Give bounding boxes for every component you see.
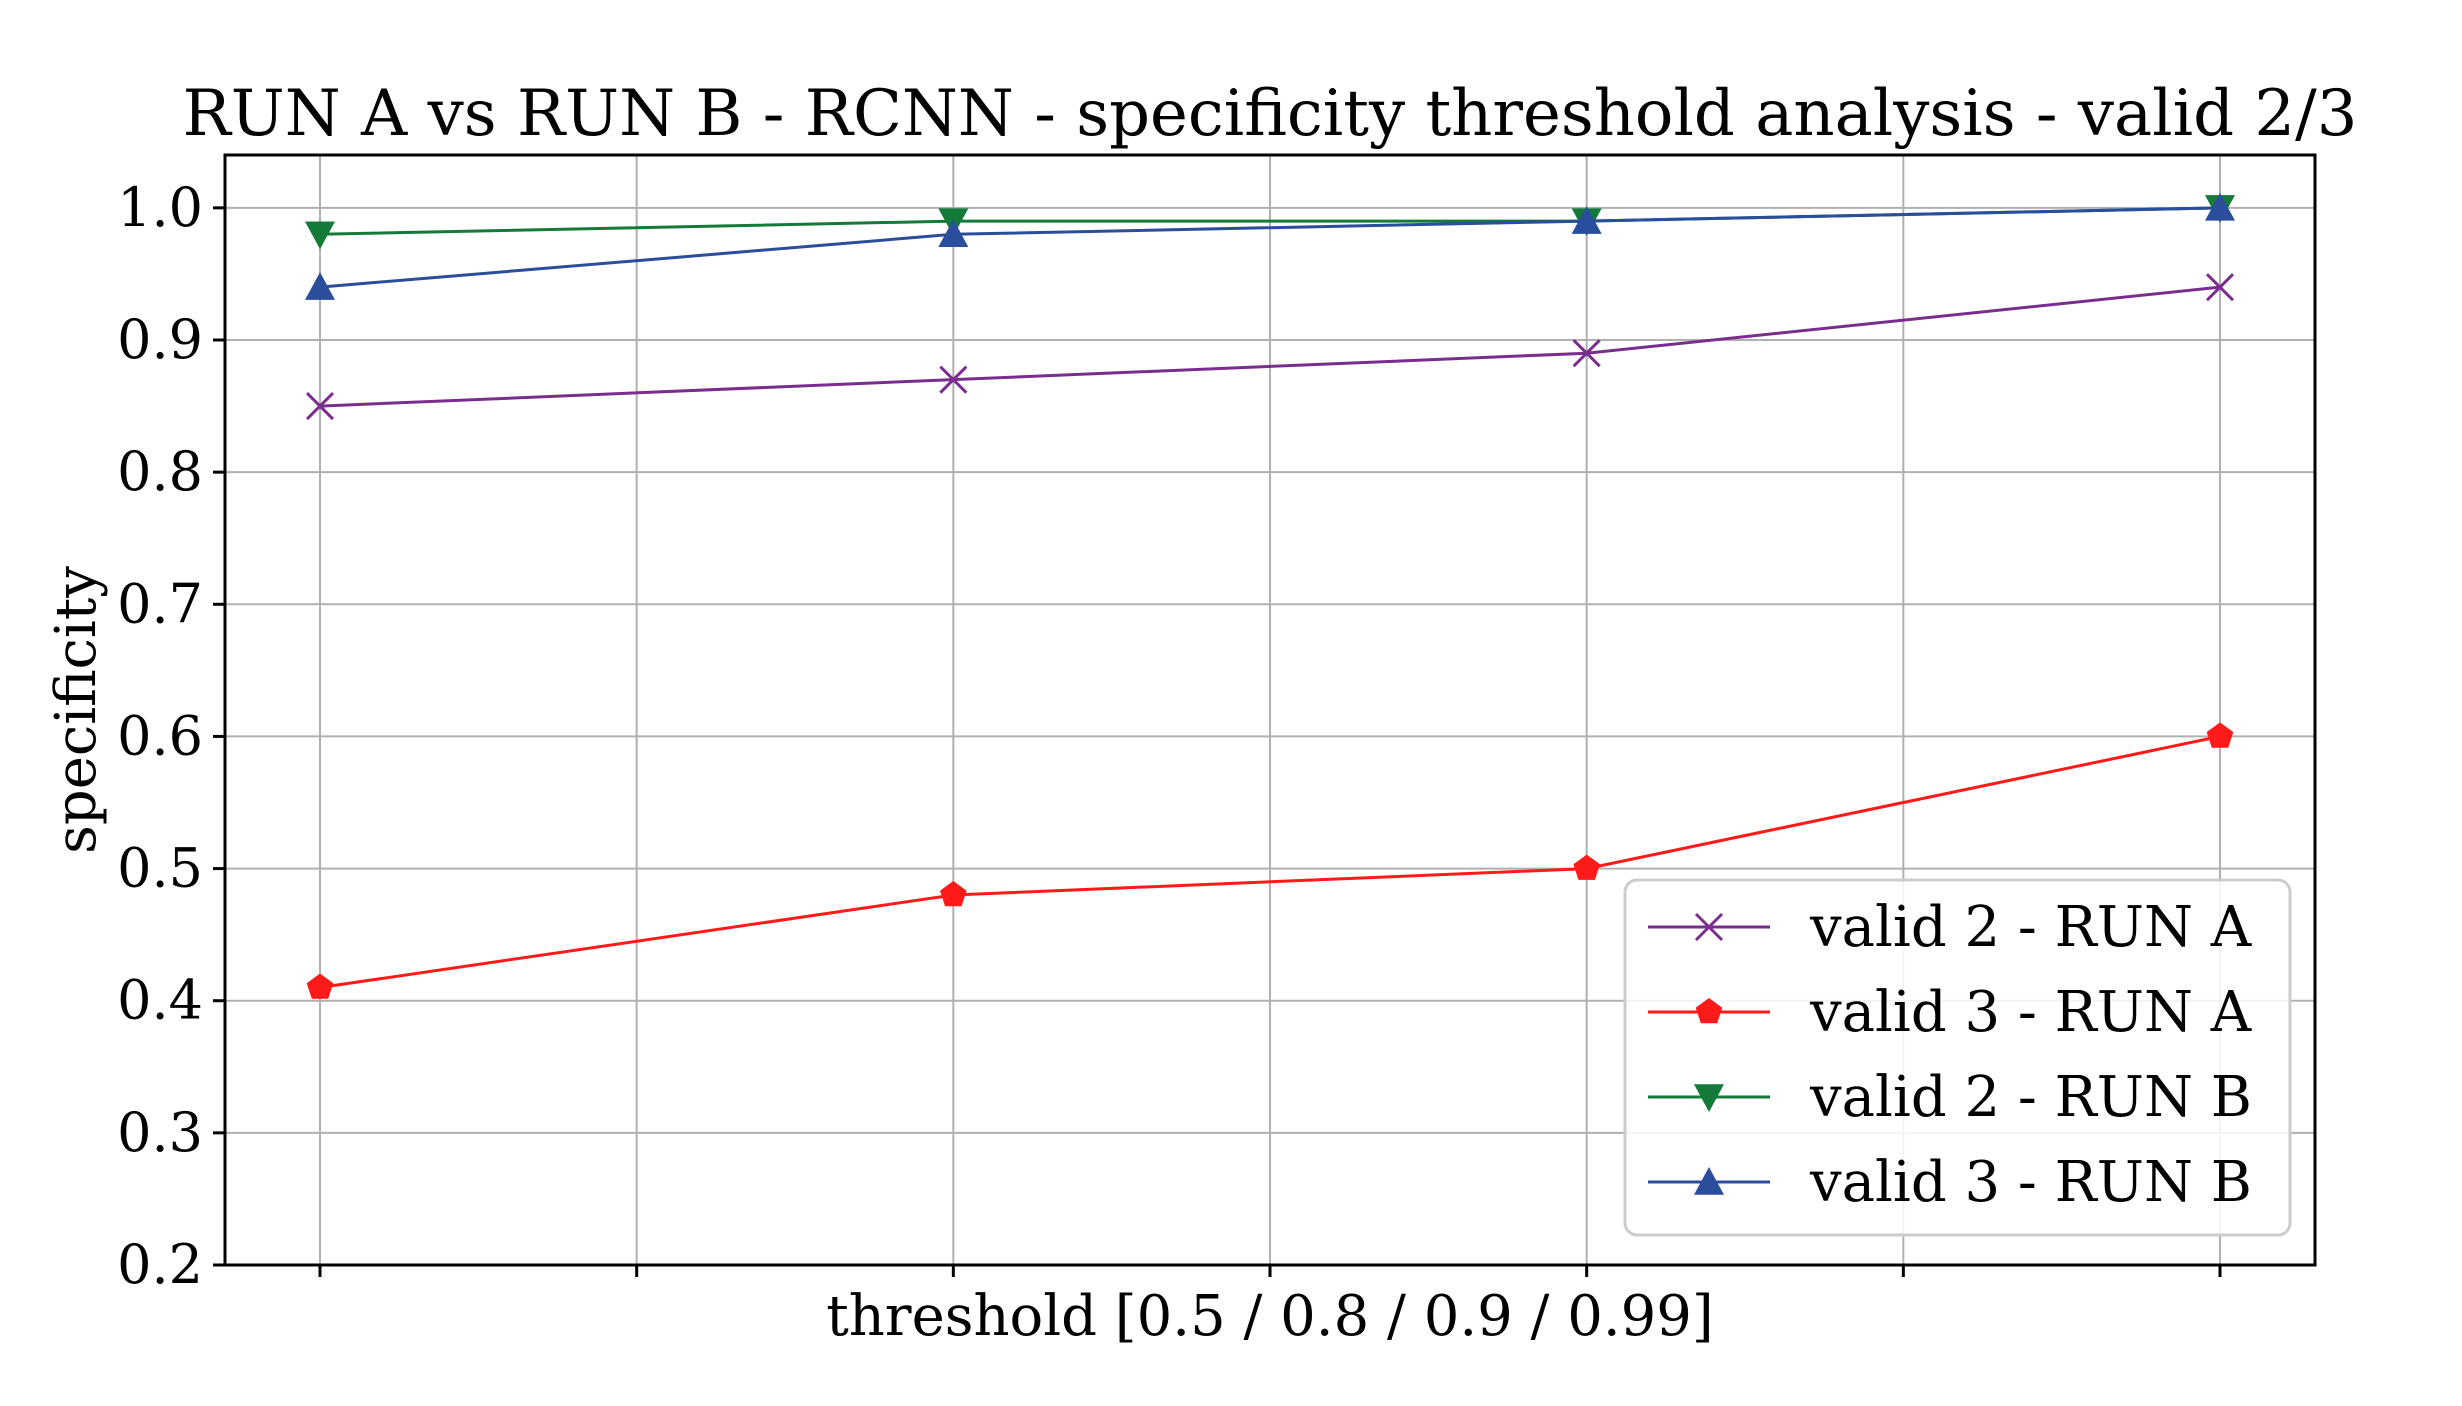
x-axis — [318, 1265, 2222, 1277]
y-tick-label: 0.7 — [117, 572, 203, 635]
y-tick-label: 0.4 — [117, 969, 203, 1032]
data-point — [305, 392, 335, 421]
data-point — [2205, 192, 2235, 221]
legend-label: valid 3 - RUN A — [1809, 980, 2252, 1045]
data-point — [306, 973, 334, 999]
y-tick-label: 0.5 — [117, 837, 203, 900]
legend-item: valid 3 - RUN A — [1648, 980, 2252, 1045]
series-2 — [306, 722, 2234, 999]
series-line — [319, 734, 2221, 989]
data-point — [1572, 339, 1601, 368]
y-tick-label: 0.9 — [117, 308, 203, 371]
series-line — [319, 285, 2221, 408]
y-tick-label: 0.6 — [117, 704, 203, 767]
series-group — [305, 192, 2235, 999]
legend-label: valid 2 - RUN B — [1809, 1065, 2252, 1130]
legend-marker — [1695, 998, 1723, 1024]
y-axis-label: specificity — [44, 566, 109, 854]
grid — [225, 155, 2315, 1266]
legend-item: valid 2 - RUN A — [1648, 895, 2252, 960]
legend-label: valid 2 - RUN A — [1809, 895, 2252, 960]
data-point — [940, 881, 967, 907]
data-point — [938, 219, 969, 248]
legend-marker — [1694, 1084, 1724, 1112]
chart-title: RUN A vs RUN B - RCNN - specificity thre… — [183, 77, 2358, 151]
y-axis: 0.2 0.3 0.4 0.5 0.6 0.7 0.8 0.9 1.0 — [117, 176, 225, 1296]
data-point — [305, 221, 335, 250]
legend-label: valid 3 - RUN B — [1809, 1150, 2252, 1215]
data-point — [2206, 722, 2234, 748]
legend-box — [1623, 878, 2292, 1237]
x-axis-label: threshold [0.5 / 0.8 / 0.9 / 0.99] — [826, 1284, 1714, 1349]
data-point — [305, 272, 335, 300]
data-point — [939, 365, 968, 394]
y-tick-label: 0.3 — [117, 1101, 203, 1164]
data-point — [1573, 854, 1600, 880]
legend: valid 2 - RUN A valid 3 - RUN A valid 2 - … — [1623, 878, 2292, 1237]
series-1 — [305, 273, 2235, 421]
y-tick-label: 0.2 — [117, 1233, 203, 1296]
y-tick-label: 0.8 — [117, 440, 203, 503]
data-point — [1571, 206, 1602, 234]
legend-marker — [1694, 1167, 1724, 1195]
legend-item: valid 2 - RUN B — [1648, 1065, 2252, 1130]
legend-item: valid 3 - RUN B — [1648, 1150, 2252, 1215]
data-point — [2205, 273, 2235, 302]
series-line — [319, 206, 2221, 289]
series-4 — [305, 192, 2235, 300]
y-tick-label: 1.0 — [117, 176, 203, 239]
legend-marker — [1694, 912, 1724, 942]
